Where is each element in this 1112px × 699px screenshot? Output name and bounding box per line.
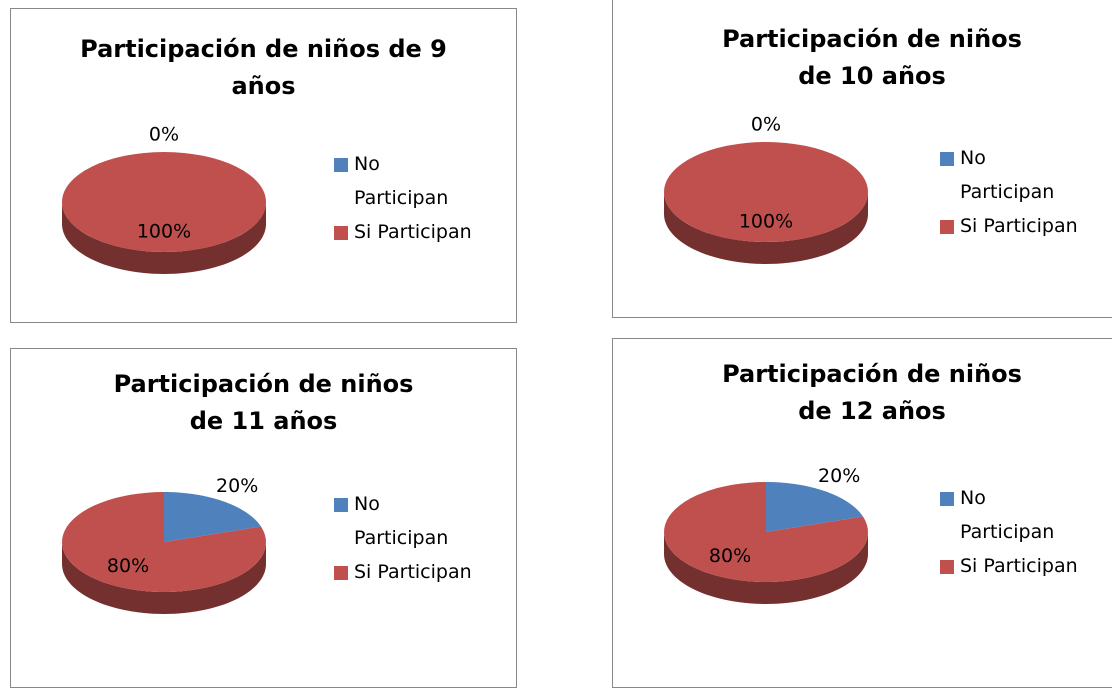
legend-swatch [334,226,348,240]
pie-side [62,202,266,274]
data-label: 0% [751,114,781,136]
legend-swatch [940,220,954,234]
legend-item: Si Participan [940,549,1078,583]
legend-item: No Participan [334,147,472,215]
pie-side [664,192,868,264]
legend-swatch [334,566,348,580]
legend-label: No Participan [354,493,449,549]
legend-item: No Participan [940,141,1078,209]
legend-swatch [940,560,954,574]
legend-label: No Participan [960,487,1055,543]
chart-title: Participación de niños de 11 años [113,370,414,435]
legend-swatch [334,498,348,512]
legend-label: Si Participan [354,221,472,243]
legend-item: Si Participan [940,209,1078,243]
chart-title: Participación de niños de 10 años [722,25,1022,90]
legend: No Participan Si Participan [334,487,472,589]
chart-box: 20% 80% No Participan Si Participan Particip… [612,338,1112,688]
legend-label: Si Participan [960,555,1078,577]
data-label: 0% [149,124,179,146]
pie-chart: 20% 80% [62,475,266,614]
page: 0% 100% No Participan Si Participan Particip… [10,0,1112,688]
pie-chart: 0% 100% [62,124,266,274]
chart-box: 0% 100% No Participan Si Participan Particip… [612,0,1112,318]
legend-label: No Participan [960,147,1055,203]
chart-title: Participación de niños de 12 años [722,360,1022,425]
pie-side [664,532,868,604]
legend: No Participan Si Participan [940,141,1078,243]
pie-chart: 20% 80% [664,465,868,604]
pie-slice [62,492,266,592]
legend-label: No Participan [354,153,449,209]
pie-slice [62,152,266,252]
legend-item: Si Participan [334,555,472,589]
legend-label: Si Participan [960,215,1078,237]
data-label: 20% [818,465,860,487]
data-label: 80% [107,555,149,577]
chart-box: 0% 100% No Participan Si Participan Particip… [10,8,517,323]
legend-item: No Participan [334,487,472,555]
pie-chart: 0% 100% [664,114,868,264]
legend-swatch [940,492,954,506]
chart-box: 20% 80% No Participan Si Participan Particip… [10,348,517,688]
legend-item: Si Participan [334,215,472,249]
chart-title: Participación de niños de 9 años [80,35,447,100]
legend-label: Si Participan [354,561,472,583]
legend: No Participan Si Participan [334,147,472,249]
pie-slice [664,482,868,582]
legend: No Participan Si Participan [940,481,1078,583]
data-label: 100% [137,221,191,243]
pie-slice [664,142,868,242]
legend-item: No Participan [940,481,1078,549]
pie-side [62,542,266,614]
pie-slice [164,492,262,542]
pie-slice [766,482,864,532]
legend-swatch [334,158,348,172]
data-label: 100% [739,211,793,233]
data-label: 20% [216,475,258,497]
legend-swatch [940,152,954,166]
data-label: 80% [709,545,751,567]
